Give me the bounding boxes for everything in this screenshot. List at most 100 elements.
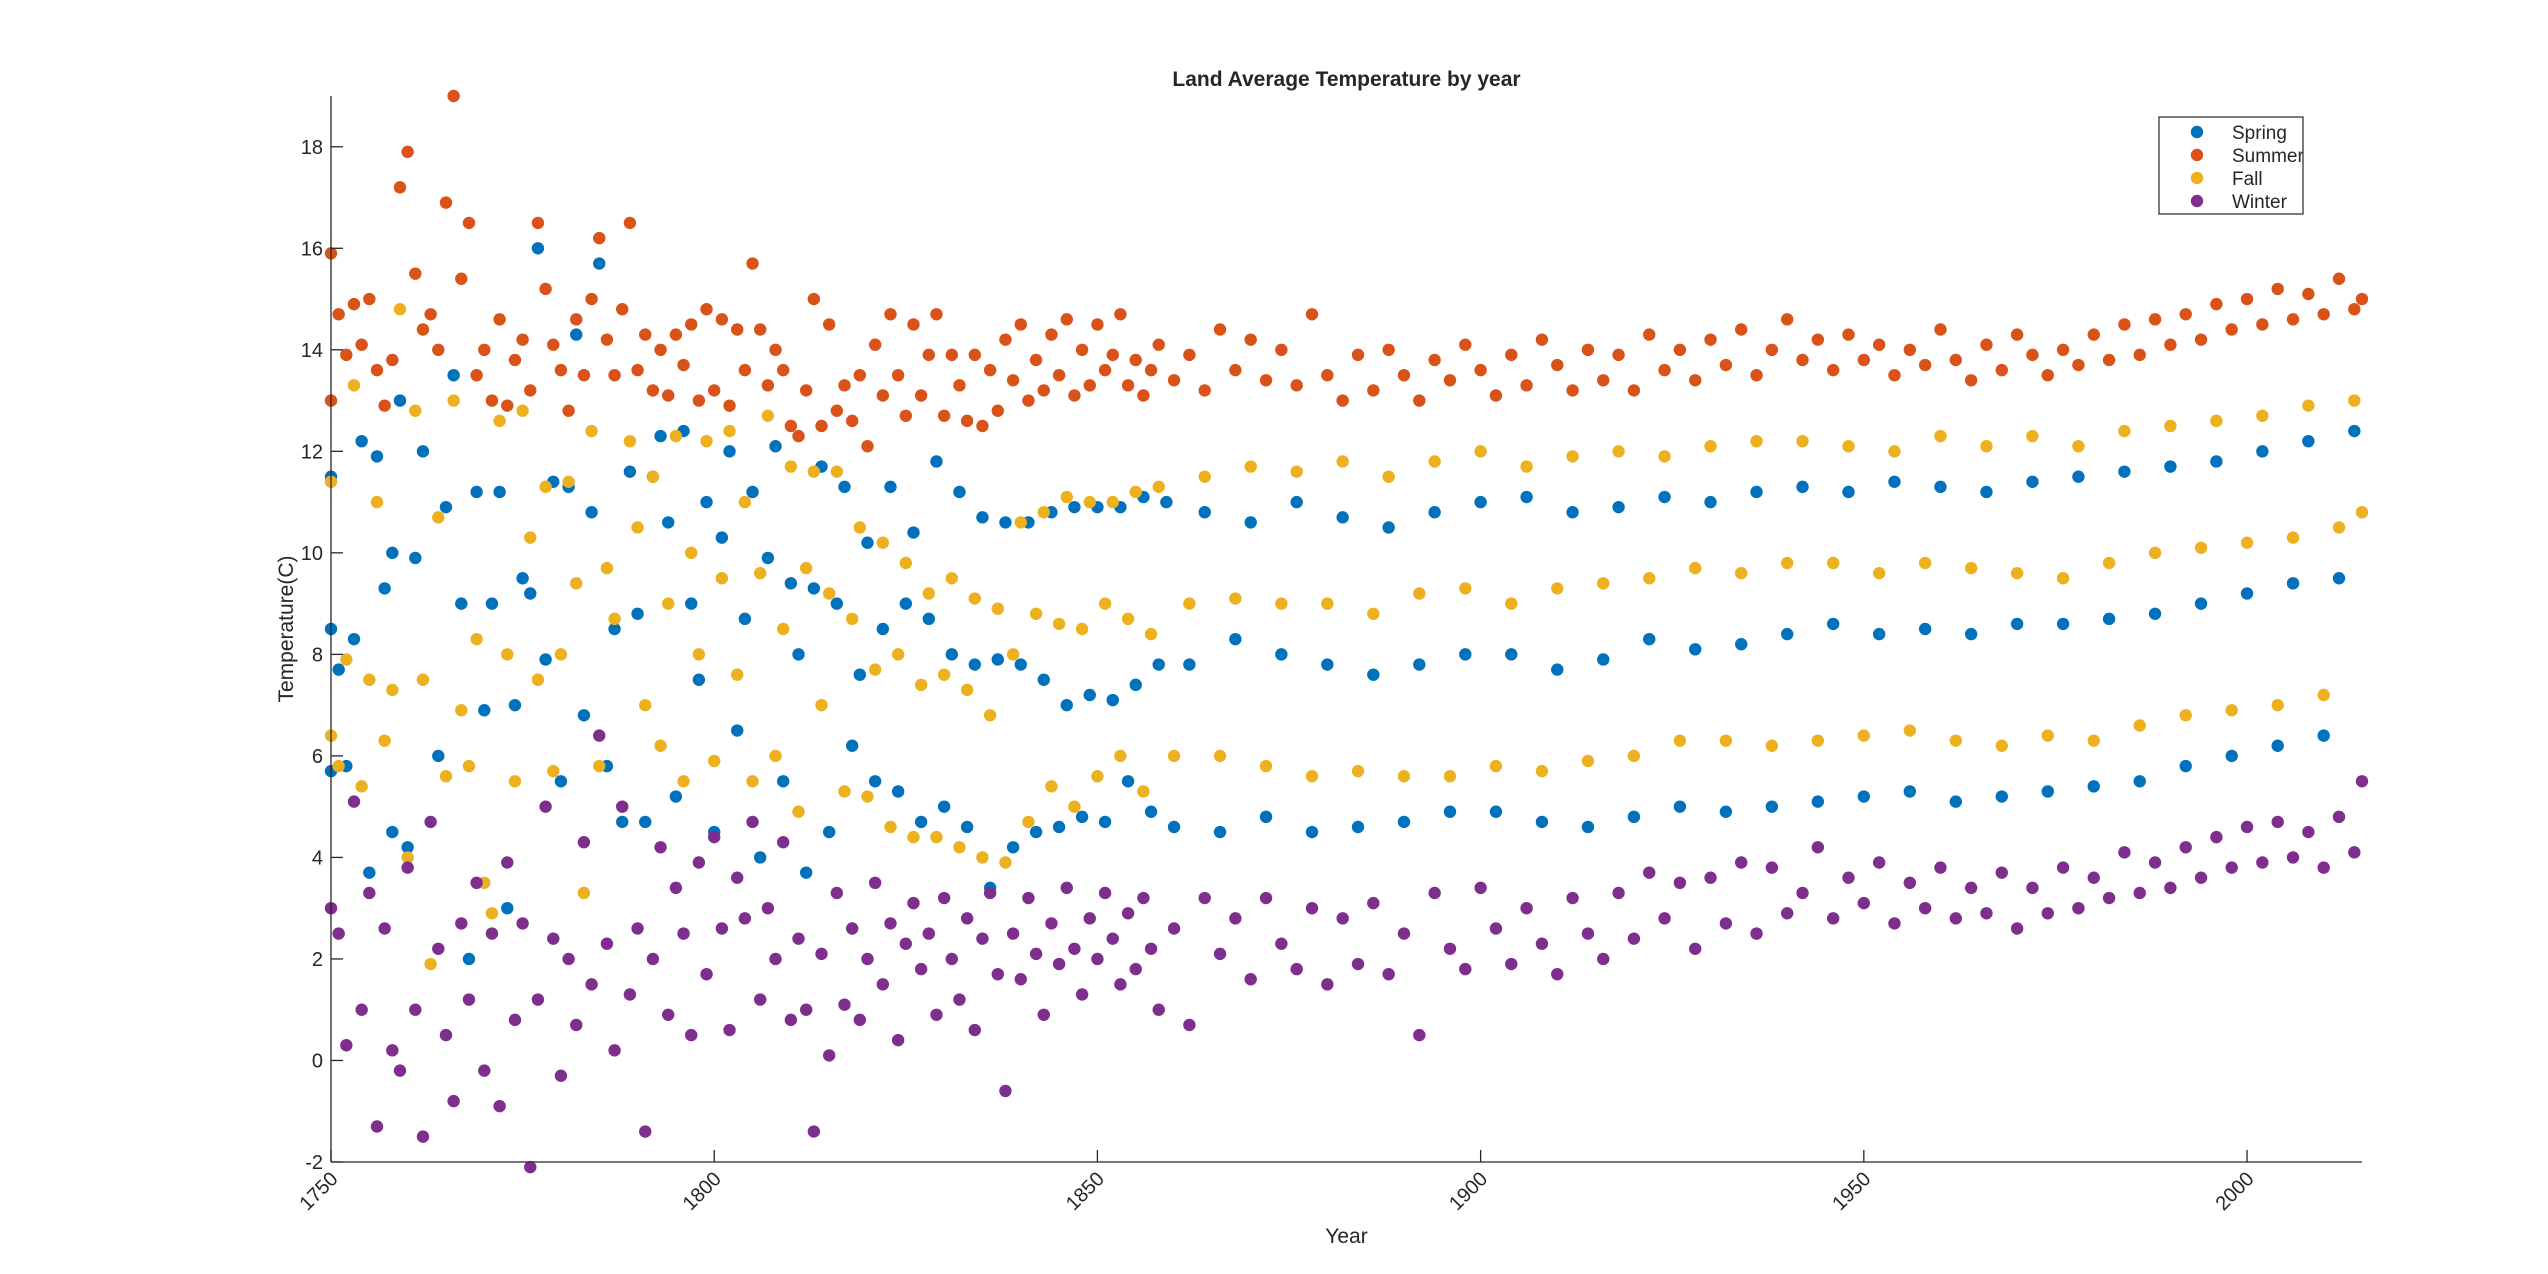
data-point-winter bbox=[623, 988, 637, 1001]
data-point-fall bbox=[884, 820, 897, 834]
data-point-winter bbox=[1612, 886, 1625, 900]
data-point-summer bbox=[999, 333, 1012, 346]
data-point-spring bbox=[822, 825, 836, 839]
data-point-fall bbox=[700, 434, 713, 448]
data-point-summer bbox=[577, 368, 591, 382]
data-point-summer bbox=[363, 292, 376, 306]
data-point-winter bbox=[738, 912, 752, 925]
data-point-winter bbox=[1765, 861, 1779, 874]
data-point-summer bbox=[1857, 353, 1871, 367]
data-point-winter bbox=[761, 901, 775, 915]
data-point-winter bbox=[1980, 907, 1993, 920]
data-point-summer bbox=[2010, 328, 2024, 341]
data-point-fall bbox=[1022, 815, 1035, 829]
data-point-spring bbox=[1275, 648, 1288, 661]
data-point-summer bbox=[960, 414, 974, 428]
data-point-spring bbox=[1029, 825, 1043, 839]
data-point-spring bbox=[1780, 627, 1794, 641]
data-point-spring bbox=[1627, 810, 1641, 824]
data-point-summer bbox=[953, 379, 966, 392]
data-point-fall bbox=[1183, 597, 1196, 610]
data-point-fall bbox=[1075, 622, 1089, 636]
data-point-spring bbox=[799, 866, 813, 879]
data-point-winter bbox=[363, 886, 376, 900]
data-point-fall bbox=[416, 673, 430, 686]
data-point-spring bbox=[1826, 617, 1840, 631]
data-point-summer bbox=[1811, 333, 1825, 346]
data-point-spring bbox=[746, 485, 759, 499]
data-point-summer bbox=[340, 348, 353, 362]
data-point-summer bbox=[1083, 379, 1096, 392]
data-point-spring bbox=[1183, 658, 1196, 671]
data-point-winter bbox=[976, 932, 989, 945]
data-point-fall bbox=[899, 556, 913, 570]
data-point-spring bbox=[531, 242, 545, 255]
data-point-fall bbox=[2087, 734, 2100, 747]
data-point-winter bbox=[807, 1125, 821, 1138]
data-point-summer bbox=[976, 419, 989, 433]
data-point-spring bbox=[2087, 780, 2100, 793]
data-point-spring bbox=[884, 480, 897, 494]
data-point-fall bbox=[1114, 749, 1127, 763]
data-point-spring bbox=[1198, 506, 1211, 519]
data-point-fall bbox=[378, 734, 391, 747]
data-point-fall bbox=[432, 511, 445, 524]
data-point-spring bbox=[1581, 820, 1595, 834]
data-point-winter bbox=[769, 952, 782, 966]
data-point-spring bbox=[692, 673, 706, 686]
data-point-fall bbox=[1520, 460, 1533, 473]
data-point-winter bbox=[455, 917, 468, 930]
data-point-fall bbox=[830, 465, 844, 478]
data-point-fall bbox=[332, 759, 345, 773]
data-point-winter bbox=[899, 937, 913, 950]
data-point-fall bbox=[516, 404, 529, 417]
data-point-summer bbox=[570, 313, 583, 326]
data-point-fall bbox=[1505, 597, 1518, 610]
data-point-spring bbox=[907, 526, 920, 539]
data-point-winter bbox=[2332, 810, 2346, 824]
data-point-winter bbox=[1244, 973, 1257, 986]
data-point-fall bbox=[531, 673, 545, 686]
data-point-summer bbox=[1673, 343, 1687, 357]
y-tick-label: 12 bbox=[301, 441, 323, 463]
data-point-winter bbox=[2286, 851, 2300, 864]
data-point-winter bbox=[662, 1008, 675, 1021]
data-point-summer bbox=[1443, 374, 1457, 387]
data-point-winter bbox=[1811, 841, 1825, 854]
data-point-fall bbox=[1888, 445, 1901, 458]
data-point-summer bbox=[478, 343, 491, 357]
data-point-spring bbox=[2256, 445, 2269, 458]
data-point-winter bbox=[1029, 947, 1043, 961]
data-point-winter bbox=[945, 952, 958, 966]
data-point-summer bbox=[2133, 348, 2146, 362]
data-point-spring bbox=[1259, 810, 1273, 824]
data-point-summer bbox=[1244, 333, 1257, 346]
data-point-spring bbox=[685, 597, 698, 610]
data-point-summer bbox=[738, 363, 752, 377]
data-point-summer bbox=[876, 389, 890, 402]
series-spring bbox=[324, 242, 2361, 966]
data-point-fall bbox=[1535, 764, 1549, 778]
data-point-winter bbox=[1152, 1003, 1165, 1016]
data-point-fall bbox=[1275, 597, 1288, 610]
data-point-winter bbox=[2256, 856, 2269, 869]
data-point-fall bbox=[761, 409, 775, 422]
data-point-summer bbox=[1167, 374, 1181, 387]
data-point-winter bbox=[2056, 861, 2070, 874]
data-point-spring bbox=[1689, 643, 1702, 656]
data-point-summer bbox=[332, 308, 345, 321]
data-point-fall bbox=[347, 379, 361, 392]
data-point-summer bbox=[493, 313, 506, 326]
data-point-fall bbox=[738, 495, 752, 509]
data-point-spring bbox=[968, 658, 981, 671]
data-point-summer bbox=[1259, 374, 1273, 387]
data-point-summer bbox=[1137, 389, 1150, 402]
data-point-spring bbox=[769, 440, 782, 453]
data-point-winter bbox=[1382, 967, 1395, 981]
data-point-spring bbox=[753, 851, 767, 864]
data-point-spring bbox=[1995, 790, 2008, 803]
data-point-summer bbox=[1535, 333, 1549, 346]
data-point-summer bbox=[1750, 368, 1763, 382]
data-point-fall bbox=[2302, 399, 2315, 412]
data-point-summer bbox=[386, 353, 399, 367]
